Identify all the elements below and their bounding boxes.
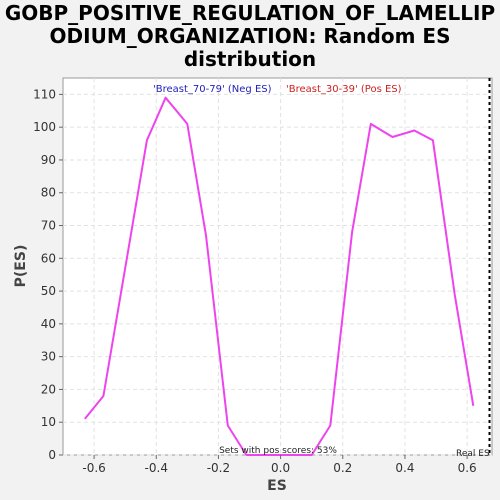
x-tick-label: 0.6 — [458, 461, 477, 475]
chart-title: GOBP_POSITIVE_REGULATION_OF_LAMELLIP ODI… — [0, 2, 500, 71]
series-layer — [84, 96, 475, 456]
x-tick-label: 0.2 — [333, 461, 352, 475]
y-axis-label: P(ES) — [13, 245, 29, 288]
pos-scores-annotation: Sets with pos scores: 53% — [219, 446, 337, 456]
x-tick-label: -0.4 — [145, 461, 168, 475]
y-tick-label: 50 — [41, 284, 56, 298]
x-tick-label: 0.0 — [271, 461, 290, 475]
y-tick-label: 40 — [41, 317, 56, 331]
x-tick-label: 0.4 — [395, 461, 414, 475]
y-tick-label: 90 — [41, 153, 56, 167]
y-tick-layer: 0 10 20 30 40 50 60 70 80 90 100 110 — [33, 87, 63, 462]
x-axis-label: ES — [267, 478, 287, 494]
y-tick-label: 60 — [41, 251, 56, 265]
series-line — [84, 96, 475, 456]
x-tick-layer: -0.6 -0.4 -0.2 0.0 0.2 0.4 0.6 — [82, 455, 477, 475]
chart-title-line-3: distribution — [183, 47, 317, 71]
x-tick-label: -0.6 — [82, 461, 105, 475]
y-tick-label: 0 — [48, 448, 56, 462]
y-tick-label: 80 — [41, 186, 56, 200]
chart-title-line-1: GOBP_POSITIVE_REGULATION_OF_LAMELLIP — [4, 1, 496, 25]
legend-neg-es: 'Breast_70-79' (Neg ES) — [153, 84, 272, 95]
real-es-label: Real ES — [456, 449, 490, 459]
grid-layer — [63, 78, 492, 456]
y-tick-label: 30 — [41, 350, 56, 364]
plot-area — [62, 77, 493, 456]
y-tick-label: 10 — [41, 415, 56, 429]
x-tick-label: -0.2 — [207, 461, 230, 475]
chart-title-line-2: ODIUM_ORGANIZATION: Random ES — [49, 24, 451, 48]
y-tick-label: 110 — [33, 87, 56, 101]
y-tick-label: 70 — [41, 219, 56, 233]
y-tick-label: 100 — [33, 120, 56, 134]
legend-pos-es: 'Breast_30-39' (Pos ES) — [286, 84, 402, 95]
y-tick-label: 20 — [41, 382, 56, 396]
